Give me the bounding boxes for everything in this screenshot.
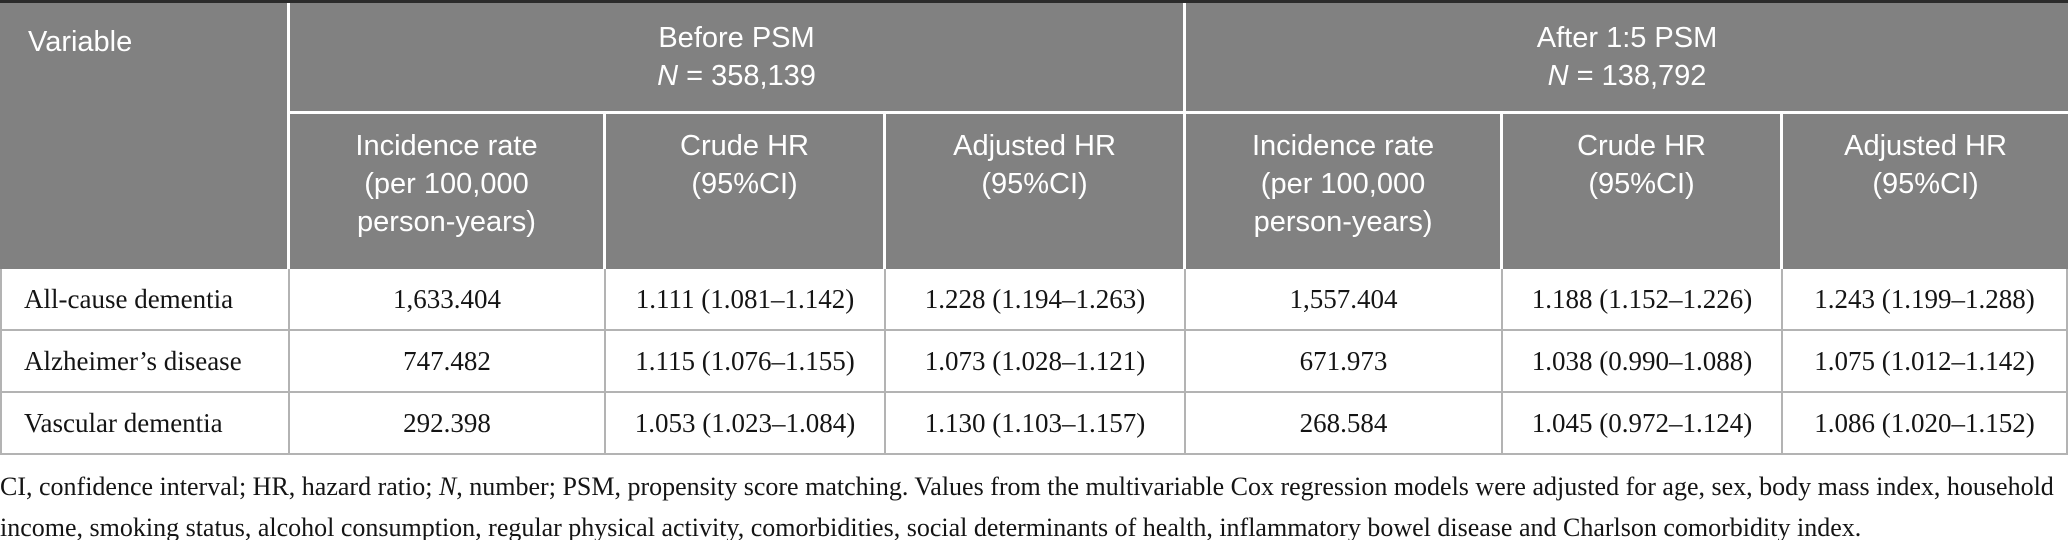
table-row-all-cause-dementia: All-cause dementia 1,633.404 1.111 (1.08… bbox=[0, 269, 2068, 331]
cell-crude-hr-before: 1.111 (1.081–1.142) bbox=[606, 269, 886, 331]
cell-adjusted-hr-before: 1.073 (1.028–1.121) bbox=[886, 331, 1187, 393]
subheader-crude-hr-before: Crude HR (95%CI) bbox=[606, 114, 886, 269]
row-label: All-cause dementia bbox=[0, 269, 290, 331]
n-symbol: N bbox=[657, 60, 679, 92]
cell-adjusted-hr-before: 1.228 (1.194–1.263) bbox=[886, 269, 1187, 331]
table-row-alzheimers-disease: Alzheimer’s disease 747.482 1.115 (1.076… bbox=[0, 331, 2068, 393]
group-n-before: N = 358,139 bbox=[290, 57, 1183, 95]
cell-incidence-after: 1,557.404 bbox=[1186, 269, 1504, 331]
cell-incidence-before: 1,633.404 bbox=[290, 269, 606, 331]
column-header-variable: Variable bbox=[0, 3, 290, 269]
n-value: = 138,792 bbox=[1568, 60, 1707, 92]
cell-adjusted-hr-after: 1.075 (1.012–1.142) bbox=[1783, 331, 2068, 393]
subheader-crude-hr-after: Crude HR (95%CI) bbox=[1503, 114, 1784, 269]
group-header-after-psm: After 1:5 PSM N = 138,792 bbox=[1186, 3, 2068, 114]
row-label: Vascular dementia bbox=[0, 393, 290, 455]
footnote-text-part1: CI, confidence interval; HR, hazard rati… bbox=[0, 472, 439, 501]
footnote-text-part2: , number; PSM, propensity score matching… bbox=[0, 472, 2054, 540]
table-footnote: CI, confidence interval; HR, hazard rati… bbox=[0, 466, 2068, 540]
row-label: Alzheimer’s disease bbox=[0, 331, 290, 393]
cell-crude-hr-after: 1.038 (0.990–1.088) bbox=[1503, 331, 1784, 393]
subheader-adjusted-hr-after: Adjusted HR (95%CI) bbox=[1783, 114, 2068, 269]
cell-adjusted-hr-after: 1.086 (1.020–1.152) bbox=[1783, 393, 2068, 455]
cell-incidence-before: 292.398 bbox=[290, 393, 606, 455]
table-row-vascular-dementia: Vascular dementia 292.398 1.053 (1.023–1… bbox=[0, 393, 2068, 455]
subheader-incidence-rate-after: Incidence rate (per 100,000 person-years… bbox=[1186, 114, 1504, 269]
group-title-before: Before PSM bbox=[658, 22, 815, 54]
n-value: = 358,139 bbox=[678, 60, 816, 92]
group-header-before-psm: Before PSM N = 358,139 bbox=[290, 3, 1187, 114]
subheader-adjusted-hr-before: Adjusted HR (95%CI) bbox=[886, 114, 1187, 269]
cell-incidence-after: 268.584 bbox=[1186, 393, 1504, 455]
cell-adjusted-hr-before: 1.130 (1.103–1.157) bbox=[886, 393, 1187, 455]
cell-incidence-after: 671.973 bbox=[1186, 331, 1504, 393]
cell-crude-hr-before: 1.115 (1.076–1.155) bbox=[606, 331, 886, 393]
group-header-row: Variable Before PSM N = 358,139 After 1:… bbox=[0, 3, 2068, 269]
cell-adjusted-hr-after: 1.243 (1.199–1.288) bbox=[1783, 269, 2068, 331]
cell-crude-hr-after: 1.188 (1.152–1.226) bbox=[1503, 269, 1784, 331]
cell-crude-hr-after: 1.045 (0.972–1.124) bbox=[1503, 393, 1784, 455]
results-table: Variable Before PSM N = 358,139 After 1:… bbox=[0, 0, 2068, 455]
footnote-n-symbol: N bbox=[438, 472, 457, 501]
n-symbol: N bbox=[1547, 60, 1569, 92]
group-n-after: N = 138,792 bbox=[1186, 57, 2068, 95]
subheader-incidence-rate-before: Incidence rate (per 100,000 person-years… bbox=[290, 114, 606, 269]
group-title-after: After 1:5 PSM bbox=[1536, 22, 1718, 54]
cell-crude-hr-before: 1.053 (1.023–1.084) bbox=[606, 393, 886, 455]
subheader-row: Incidence rate (per 100,000 person-years… bbox=[0, 114, 2068, 269]
cell-incidence-before: 747.482 bbox=[290, 331, 606, 393]
